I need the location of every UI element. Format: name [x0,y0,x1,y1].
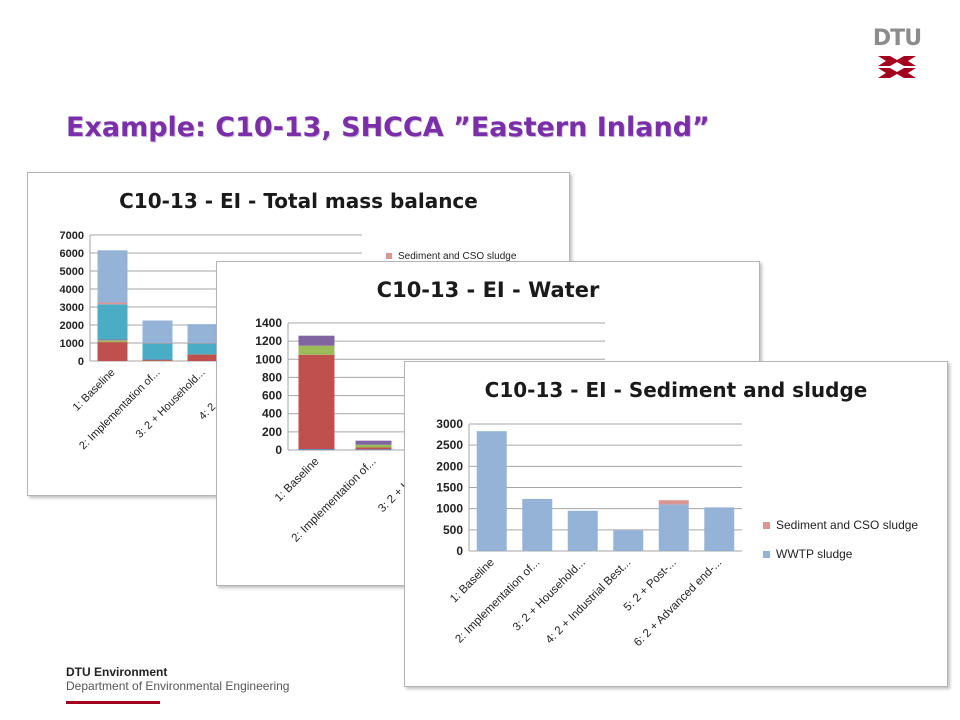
bar-segment [97,339,128,341]
bar-segment [567,510,598,551]
y-tick-label: 1000 [60,338,84,350]
y-tick-label: 1500 [436,481,463,495]
dtu-logo-mark-icon [878,56,916,78]
y-tick-label: 600 [262,389,282,403]
legend-label: Sediment and CSO sludge [776,518,918,532]
chart-legend: Sediment and CSO sludge [386,251,517,262]
y-tick-label: 1000 [436,502,463,516]
y-tick-label: 400 [262,407,282,421]
bar-segment [355,444,392,448]
x-tick-label: 2: Implementation of... [77,367,162,452]
chart-title: C10-13 - EI - Sediment and sludge [484,378,868,402]
footer-accent-line [66,701,160,704]
y-tick-label: 5000 [60,266,84,278]
bar-segment [97,304,128,340]
bar-segment [97,342,128,361]
footer-brand: DTU Environment [66,665,168,679]
bar-segment [97,302,128,305]
legend-swatch [386,253,392,259]
y-tick-label: 7000 [60,230,84,242]
x-tick-label: 2: Implementation of... [453,557,542,646]
bar-segment [97,340,128,343]
chart-title: C10-13 - EI - Water [376,278,600,302]
bar-segment [298,335,335,346]
legend-label: WWTP sludge [776,547,853,561]
bar-segment [187,354,218,361]
bar-segment [355,449,392,450]
y-tick-label: 800 [262,370,282,384]
bar-segment [658,504,689,551]
y-tick-label: 3000 [436,417,463,431]
x-tick-label: 6: 2 + Advanced end-... [632,557,724,649]
legend-label: Sediment and CSO sludge [398,251,517,262]
x-tick-label: 1: Baseline [448,557,497,606]
y-tick-label: 6000 [60,248,84,260]
bar-segment [658,500,689,505]
bar-segment [704,507,735,551]
bar-segment [187,353,218,355]
bar-segment [476,431,507,551]
bar-segment [522,498,553,551]
bar-segment [142,320,173,343]
chart-sediment-and-sludge: C10-13 - EI - Sediment and sludge 0 500 10… [404,361,948,687]
y-tick-label: 0 [78,356,84,368]
y-tick-label: 1000 [255,352,282,366]
legend-swatch [763,551,770,558]
bar-segment [355,447,392,450]
bar-segment [142,359,173,361]
bar-segment [97,250,128,303]
y-tick-label: 0 [456,544,463,558]
bar-segment [142,359,173,361]
y-tick-label: 0 [275,443,282,457]
dtu-logo: DTU [872,26,922,86]
footer: DTU Environment Department of Environmen… [66,665,290,704]
bar-segment [142,343,173,344]
bar-segment [355,440,392,445]
x-tick-label: 1: Baseline [273,456,322,505]
x-tick-label: 1: Baseline [71,367,118,414]
bar-segment [187,354,218,355]
y-tick-label: 2500 [436,438,463,452]
x-tick-label: 4: 2 + Industrial Best... [544,557,634,647]
y-tick-label: 500 [443,523,463,537]
bar-segment [187,343,218,354]
logo-text: DTU [872,26,922,51]
y-tick-label: 200 [262,425,282,439]
y-tick-label: 4000 [60,284,84,296]
bar-segment [187,324,218,343]
chart-title: C10-13 - EI - Total mass balance [119,189,478,213]
legend-swatch [763,522,770,529]
footer-department: Department of Environmental Engineering [66,679,290,693]
bar-segment [613,530,644,551]
page-title: Example: C10-13, SHCCA ”Eastern Inland” [66,112,710,143]
y-tick-label: 2000 [60,320,84,332]
bar-segment [298,449,335,450]
y-tick-label: 3000 [60,302,84,314]
y-tick-label: 2000 [436,459,463,473]
chart-plot: 0 1000 2000 3000 4000 5000 6000 7000 1: Baseline… [60,230,517,452]
y-tick-label: 1200 [255,334,282,348]
bar-segment [298,354,335,450]
y-tick-label: 1400 [255,316,282,330]
bar-segment [298,345,335,355]
bar-segment [142,343,173,360]
bar-segment [187,343,218,344]
chart-legend: Sediment and CSO sludge WWTP sludge [763,518,918,561]
